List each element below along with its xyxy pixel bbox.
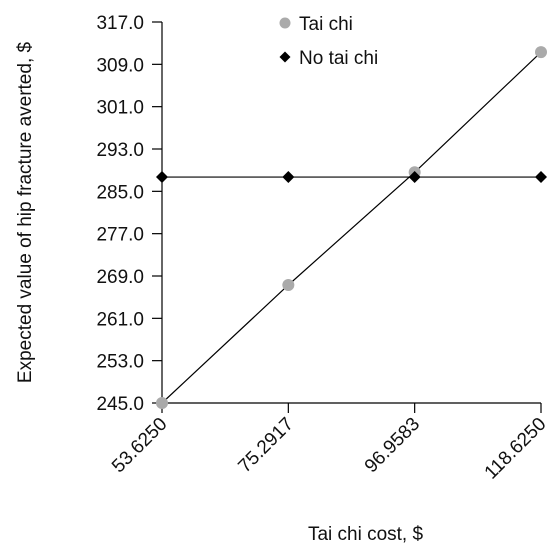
- y-tick-label: 317.0: [96, 13, 144, 34]
- legend-marker-diamond: [279, 51, 291, 63]
- y-tick-label: 293.0: [96, 140, 144, 161]
- y-axis-title: Expected value of hip fracture averted, …: [15, 41, 36, 383]
- data-point-no-tai-chi: [408, 171, 421, 184]
- axis-labels: Tai chi cost, $ Expected value of hip fra…: [15, 41, 423, 545]
- x-tick-label: 53.6250: [108, 414, 171, 477]
- data-point-tai-chi: [535, 46, 547, 59]
- y-tick-label: 301.0: [96, 98, 144, 119]
- y-tick-label: 309.0: [96, 55, 144, 76]
- x-tick-label: 96.9583: [361, 414, 424, 477]
- data-point-no-tai-chi: [282, 171, 295, 184]
- y-tick-label: 261.0: [96, 309, 144, 330]
- series-line-tai-chi: [161, 51, 542, 404]
- x-tick-label: 118.6250: [481, 414, 547, 484]
- x-axis-title: Tai chi cost, $: [308, 524, 424, 545]
- y-tick-label: 269.0: [96, 267, 144, 288]
- y-tick-label: 277.0: [96, 225, 144, 246]
- x-tick-label: 75.2917: [234, 414, 297, 477]
- legend: Tai chi No tai chi: [279, 14, 378, 69]
- legend-marker-circle: [279, 17, 291, 29]
- y-tick-label: 285.0: [96, 182, 144, 203]
- data-point-tai-chi: [282, 278, 295, 291]
- data-point-tai-chi: [156, 397, 168, 409]
- data-point-no-tai-chi: [535, 171, 547, 184]
- series-group: [156, 46, 547, 409]
- legend-label: Tai chi: [299, 14, 353, 35]
- axes: 317.0 309.0 301.0 293.0 285.0 277.0 269.0 261.0…: [96, 13, 547, 484]
- data-point-no-tai-chi: [156, 171, 168, 184]
- y-tick-label: 253.0: [96, 352, 144, 373]
- legend-label: No tai chi: [299, 48, 378, 69]
- y-tick-label: 245.0: [96, 394, 144, 415]
